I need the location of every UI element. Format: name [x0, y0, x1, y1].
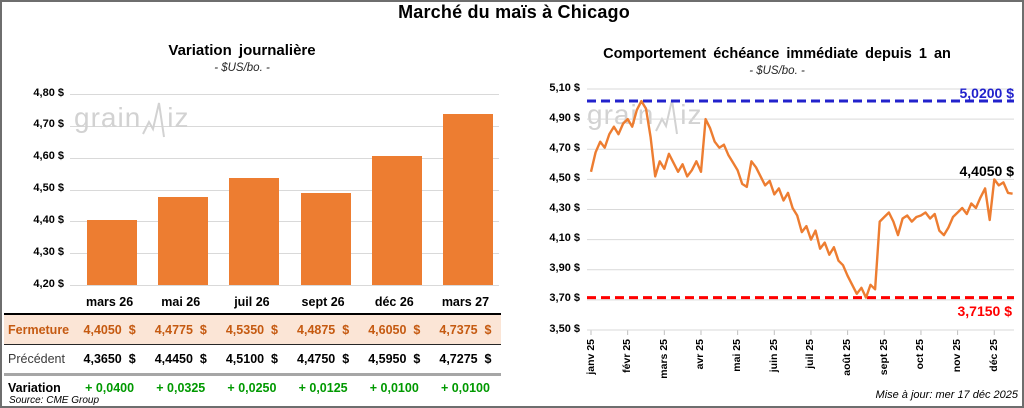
- table-row-variation: Variation + 0,0400 + 0,0325 + 0,0250 + 0,012…: [4, 376, 501, 400]
- watermark-text-left: grain: [587, 99, 655, 130]
- x-tick-label-févr-25: févr 25: [621, 339, 634, 373]
- year-low-label: 3,7150 $: [957, 303, 1013, 319]
- precedent-value: 4,7275 $: [439, 352, 492, 366]
- price-table: mars 26 mai 26 juil 26 sept 26 déc 26 mars 27…: [4, 290, 501, 400]
- bar-y-tick-label: 4,20 $: [33, 277, 64, 290]
- table-column-header: mars 27: [441, 294, 490, 309]
- variation-value: + 0,0100: [440, 381, 490, 395]
- bar-gridline: [70, 285, 499, 286]
- bar-déc-26: [371, 156, 422, 285]
- x-tick-label-avr-25: avr 25: [694, 339, 707, 370]
- table-column-header: mars 26: [85, 294, 134, 309]
- bar-mars-26: [87, 219, 137, 285]
- variation-value: + 0,0250: [227, 381, 277, 395]
- line-chart-subtitle: - $US/bo. -: [749, 65, 805, 77]
- variation-value: + 0,0400: [85, 381, 135, 395]
- x-tick-label-oct-25: oct 25: [914, 339, 927, 370]
- x-tick-label-août-25: août 25: [841, 339, 854, 376]
- table-column-header: sept 26: [301, 294, 345, 309]
- table-header-row: mars 26 mai 26 juil 26 sept 26 déc 26 mars 27: [4, 290, 501, 315]
- line-y-tick-label: 3,70 $: [549, 292, 580, 305]
- line-y-tick-label: 3,50 $: [549, 322, 580, 335]
- table-column-header: juil 26: [234, 294, 270, 309]
- x-tick-label-juin-25: juin 25: [767, 339, 780, 373]
- x-tick-label-nov-25: nov 25: [951, 339, 964, 373]
- bar-mars-27: [443, 113, 493, 285]
- fermeture-value: 4,6050 $: [368, 322, 421, 337]
- bar-y-tick-label: 4,60 $: [33, 150, 64, 163]
- table-row-fermeture: Fermeture 4,4050 $ 4,4775 $ 4,5350 $ 4,4875 …: [4, 315, 501, 345]
- precedent-value: 4,4450 $: [154, 352, 207, 366]
- watermark-zigzag-icon: [655, 99, 679, 135]
- bar-y-tick-label: 4,40 $: [33, 213, 64, 226]
- fermeture-value: 4,7375 $: [439, 322, 492, 337]
- bar-chart-title: Variation journalière: [168, 42, 316, 59]
- variation-value: + 0,0125: [298, 381, 348, 395]
- line-y-tick-label: 4,90 $: [549, 111, 580, 124]
- bar-gridline: [70, 125, 499, 127]
- x-tick-label-mars-25: mars 25: [657, 339, 670, 379]
- row-label-precedent: Précédent: [8, 352, 65, 366]
- watermark-text-right: iz: [167, 102, 190, 133]
- bar-chart-subtitle: - $US/bo. -: [214, 62, 270, 74]
- bar-gridline: [70, 221, 499, 223]
- grainwiz-watermark: grain iz: [587, 97, 703, 135]
- bar-gridline: [70, 253, 499, 255]
- x-tick-label-mai-25: mai 25: [731, 339, 744, 372]
- bar-y-tick-label: 4,80 $: [33, 86, 64, 99]
- x-tick-label-déc-25: déc 25: [987, 339, 1000, 372]
- table-column-header: mai 26: [161, 294, 201, 309]
- bar-y-tick-label: 4,30 $: [33, 245, 64, 258]
- x-tick-label-janv-25: janv 25: [584, 339, 597, 375]
- precedent-value: 4,3650 $: [83, 352, 136, 366]
- last-price-label: 4,4050 $: [959, 163, 1015, 179]
- bar-gridline: [70, 157, 499, 159]
- fermeture-value: 4,4050 $: [83, 322, 136, 337]
- source-note: Source: CME Group: [9, 395, 100, 406]
- line-y-tick-label: 4,70 $: [549, 141, 580, 154]
- line-chart-title: Comportement échéance immédiate depuis 1…: [603, 46, 951, 62]
- variation-value: + 0,0100: [369, 381, 419, 395]
- bar-mai-26: [158, 196, 209, 285]
- fermeture-value: 4,4775 $: [154, 322, 207, 337]
- watermark-text-right: iz: [680, 99, 703, 130]
- watermark-text-left: grain: [74, 102, 142, 133]
- row-label-variation: Variation: [8, 381, 61, 395]
- bar-y-tick-label: 4,70 $: [33, 118, 64, 131]
- watermark-zigzag-icon: [142, 102, 166, 138]
- bar-y-tick-label: 4,50 $: [33, 182, 64, 194]
- bar-juil-26: [229, 178, 280, 285]
- line-y-tick-label: 4,30 $: [549, 202, 580, 214]
- line-y-tick-label: 4,50 $: [549, 171, 580, 184]
- page-title: Marché du maïs à Chicago: [398, 2, 630, 22]
- row-label-fermeture: Fermeture: [8, 322, 70, 337]
- bar-sept-26: [300, 193, 351, 285]
- table-divider: [4, 373, 501, 376]
- x-tick-label-sept-25: sept 25: [877, 339, 890, 376]
- table-column-header: déc 26: [374, 294, 414, 309]
- line-y-tick-label: 4,10 $: [549, 232, 580, 245]
- fermeture-value: 4,4875 $: [297, 322, 350, 337]
- grainwiz-watermark: grain iz: [74, 100, 190, 138]
- x-tick-label-juil-25: juil 25: [804, 339, 817, 369]
- line-y-tick-label: 3,90 $: [549, 262, 580, 275]
- updated-note: Mise à jour: mer 17 déc 2025: [875, 389, 1018, 401]
- variation-value: + 0,0325: [156, 381, 206, 395]
- line-y-tick-label: 5,10 $: [549, 81, 580, 94]
- precedent-value: 4,5100 $: [225, 352, 278, 366]
- year-high-label: 5,0200 $: [959, 85, 1015, 101]
- precedent-value: 4,5950 $: [368, 352, 421, 366]
- table-row-precedent: Précédent 4,3650 $ 4,4450 $ 4,5100 $ 4,4750 …: [4, 345, 501, 373]
- bar-gridline: [70, 189, 499, 191]
- precedent-value: 4,4750 $: [297, 352, 350, 366]
- bar-gridline: [70, 94, 499, 95]
- fermeture-value: 4,5350 $: [225, 322, 278, 337]
